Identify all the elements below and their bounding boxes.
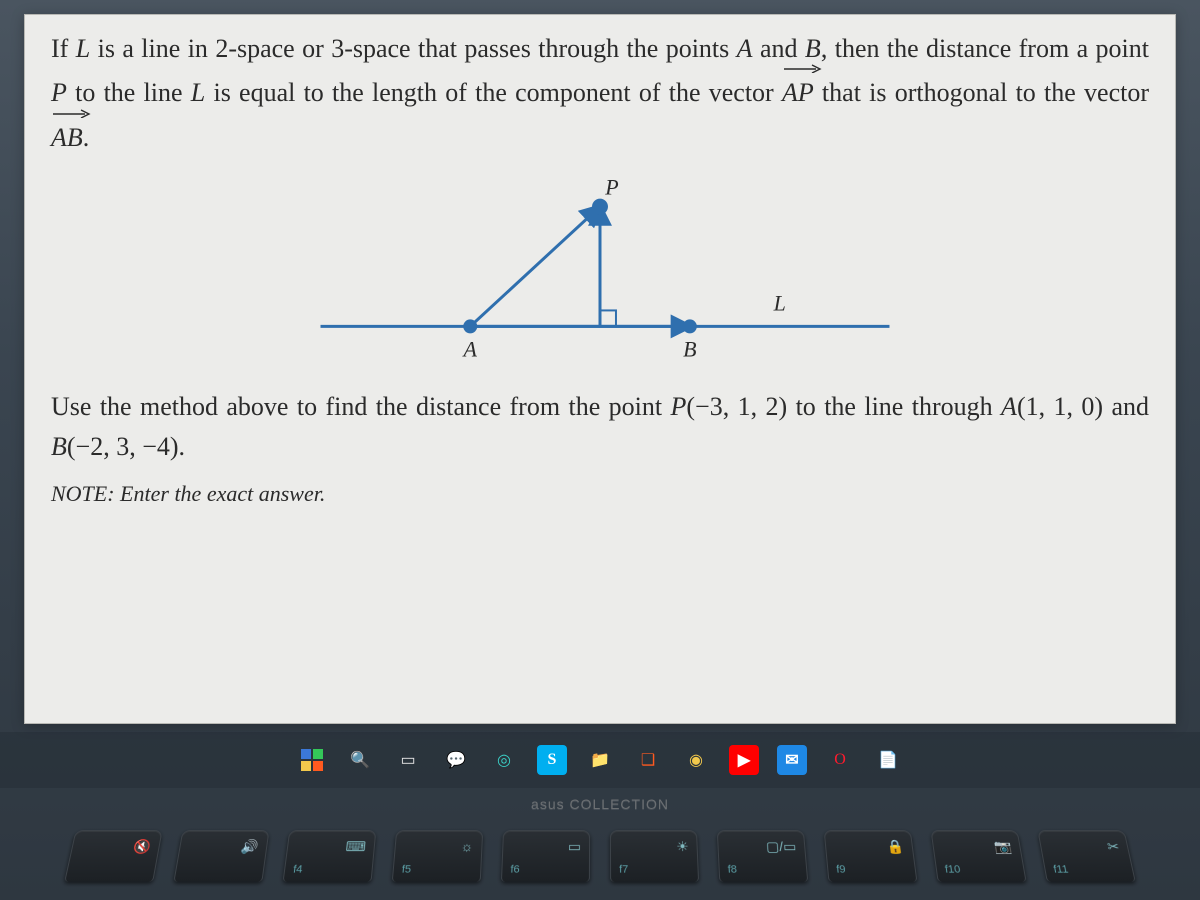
taskbar-mail-icon[interactable]: ✉ <box>777 745 807 775</box>
taskbar-document-icon[interactable]: 📄 <box>873 745 903 775</box>
taskbar-search-icon[interactable]: 🔍 <box>345 745 375 775</box>
key-glyph-icon: ▢/▭ <box>765 839 796 855</box>
taskbar-office-icon[interactable]: ❑ <box>633 745 663 775</box>
problem-intro: If L is a line in 2-space or 3-space tha… <box>51 29 1149 158</box>
key-label: f6 <box>510 864 520 876</box>
taskbar-opera-icon[interactable]: O <box>825 745 855 775</box>
text: Use the method above to find the distanc… <box>51 392 670 421</box>
keyboard-key: f7 ☀ <box>610 830 699 882</box>
var-B: B <box>805 34 821 63</box>
taskbar-copilot-icon[interactable]: ◎ <box>489 745 519 775</box>
coords-P: (−3, 1, 2) <box>686 392 787 421</box>
vector-arrow-icon <box>51 108 91 118</box>
key-label: f4 <box>292 864 303 876</box>
keyboard-key: f10 📷 <box>930 830 1026 882</box>
keyboard-key: f9 🔒 <box>824 830 918 882</box>
windows-taskbar: 🔍 ▭ 💬 ◎ S 📁 ❑ ◉ ▶ ✉ O 📄 <box>0 732 1200 788</box>
text: that is orthogonal to the vector <box>814 78 1149 107</box>
keyboard-key: f8 ▢/▭ <box>717 830 808 882</box>
svg-text:P: P <box>604 175 618 200</box>
vector-AP-label: AP <box>782 78 814 107</box>
svg-text:B: B <box>683 336 696 361</box>
text: and <box>1103 392 1149 421</box>
key-glyph-icon: ▭ <box>568 839 581 855</box>
vector-AB-label: AB <box>51 123 83 152</box>
laptop-brand-text: asus COLLECTION <box>0 796 1200 812</box>
key-label: f10 <box>944 864 961 876</box>
taskbar-explorer-icon[interactable]: 📁 <box>585 745 615 775</box>
text: to the line through <box>787 392 1001 421</box>
keyboard-key: f5 ☼ <box>392 830 483 882</box>
keyboard-key: 🔇 <box>64 830 162 882</box>
keyboard-key: f4 ⌨ <box>283 830 377 882</box>
var-L: L <box>76 34 90 63</box>
key-label: f9 <box>836 864 846 876</box>
coords-A: (1, 1, 0) <box>1017 392 1103 421</box>
key-label: f8 <box>727 864 737 876</box>
svg-text:L: L <box>773 290 786 315</box>
text: is a line in 2-space or 3-space that pas… <box>90 34 736 63</box>
key-glyph-icon: 📷 <box>993 839 1013 855</box>
text: is equal to the length of the component … <box>205 78 782 107</box>
var-A: A <box>737 34 753 63</box>
problem-note: NOTE: Enter the exact answer. <box>51 481 1149 507</box>
key-glyph-icon: ☼ <box>460 839 474 854</box>
text: If <box>51 34 76 63</box>
taskbar-chrome-icon[interactable]: ◉ <box>681 745 711 775</box>
key-glyph-icon: ☀ <box>676 839 689 855</box>
vector-arrow-icon <box>782 63 822 73</box>
key-glyph-icon: 🔇 <box>132 839 153 855</box>
var-L2: L <box>191 78 205 107</box>
keyboard-key: 🔊 <box>173 830 269 882</box>
problem-card: If L is a line in 2-space or 3-space tha… <box>24 14 1176 724</box>
key-glyph-icon: 🔊 <box>240 839 260 855</box>
key-label: f7 <box>619 864 628 876</box>
key-glyph-icon: 🔒 <box>886 839 905 855</box>
taskbar-youtube-icon[interactable]: ▶ <box>729 745 759 775</box>
var-P: P <box>51 78 67 107</box>
screen-root: If L is a line in 2-space or 3-space tha… <box>0 0 1200 900</box>
text: , then the distance from a point <box>821 34 1149 63</box>
key-glyph-icon: ⌨ <box>345 839 367 855</box>
problem-task: Use the method above to find the distanc… <box>51 387 1149 468</box>
text: to the line <box>67 78 191 107</box>
vector-AB: AB <box>51 114 83 158</box>
point-B: B <box>51 432 67 461</box>
coords-B: (−2, 3, −4) <box>67 432 179 461</box>
point-A: A <box>1001 392 1017 421</box>
text: . <box>179 432 186 461</box>
keyboard-key: f6 ▭ <box>501 830 590 882</box>
text: . <box>83 123 90 152</box>
taskbar-skype-icon[interactable]: S <box>537 745 567 775</box>
keyboard-fn-row: 🔇 🔊 f4 ⌨ f5 ☼ f6 ▭ f7 ☀ f8 ▢/▭ f9 🔒 f10 📷 f11 ✂ <box>0 818 1200 882</box>
key-label: f5 <box>401 864 411 876</box>
vector-AP: AP <box>782 69 814 113</box>
point-P: P <box>670 392 686 421</box>
keyboard-key: f11 ✂ <box>1037 830 1135 882</box>
svg-text:A: A <box>462 336 478 361</box>
taskbar-chat-icon[interactable]: 💬 <box>441 745 471 775</box>
geometry-diagram: P L A B <box>51 164 1149 379</box>
key-label: f11 <box>1053 864 1070 876</box>
text: and <box>753 34 805 63</box>
taskbar-start-icon[interactable] <box>297 745 327 775</box>
key-glyph-icon: ✂ <box>1106 839 1121 855</box>
taskbar-task-view-icon[interactable]: ▭ <box>393 745 423 775</box>
